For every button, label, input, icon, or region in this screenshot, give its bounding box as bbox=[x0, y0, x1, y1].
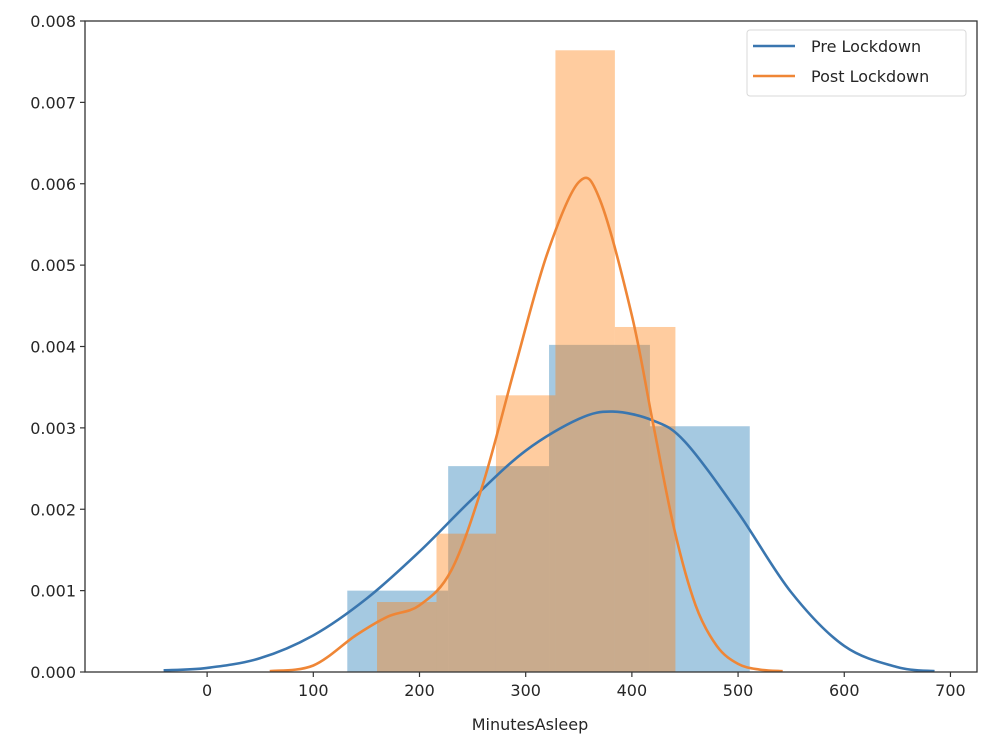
histogram-bar bbox=[377, 602, 437, 672]
kde-curves bbox=[163, 176, 935, 673]
pre-lockdown-histogram bbox=[347, 344, 750, 672]
histogram-bar bbox=[448, 466, 550, 672]
x-axis-ticks: 0 100 200 300 400 500 600 700 bbox=[202, 672, 966, 700]
histogram-bar bbox=[555, 50, 615, 673]
y-axis-ticks: 0.000 0.001 0.002 0.003 0.004 0.005 0.006 0.007… bbox=[30, 12, 85, 682]
x-tick-label: 600 bbox=[829, 681, 860, 700]
histogram-bar bbox=[649, 426, 750, 672]
x-tick-label: 0 bbox=[202, 681, 212, 700]
y-tick-label: 0.008 bbox=[30, 12, 76, 31]
legend: Pre Lockdown Post Lockdown bbox=[746, 29, 967, 97]
y-tick-label: 0.002 bbox=[30, 500, 76, 519]
x-tick-label: 100 bbox=[298, 681, 329, 700]
x-tick-label: 500 bbox=[723, 681, 754, 700]
x-tick-label: 300 bbox=[510, 681, 541, 700]
y-tick-label: 0.000 bbox=[30, 663, 76, 682]
legend-box bbox=[746, 29, 967, 97]
y-tick-label: 0.001 bbox=[30, 582, 76, 601]
legend-label-pre: Pre Lockdown bbox=[811, 37, 921, 56]
x-tick-label: 400 bbox=[617, 681, 648, 700]
x-tick-label: 700 bbox=[935, 681, 966, 700]
y-tick-label: 0.006 bbox=[30, 175, 76, 194]
y-tick-label: 0.005 bbox=[30, 256, 76, 275]
histogram-bar bbox=[495, 395, 556, 672]
kde-line bbox=[269, 176, 783, 673]
post-lockdown-histogram bbox=[377, 50, 676, 673]
y-tick-label: 0.007 bbox=[30, 93, 76, 112]
y-tick-label: 0.004 bbox=[30, 338, 76, 357]
kde-line bbox=[163, 410, 935, 673]
x-axis-label: MinutesAsleep bbox=[472, 715, 589, 734]
legend-label-post: Post Lockdown bbox=[811, 67, 929, 86]
x-tick-label: 200 bbox=[404, 681, 435, 700]
histogram-bar bbox=[436, 533, 496, 672]
histogram-bar bbox=[549, 344, 650, 672]
y-tick-label: 0.003 bbox=[30, 419, 76, 438]
